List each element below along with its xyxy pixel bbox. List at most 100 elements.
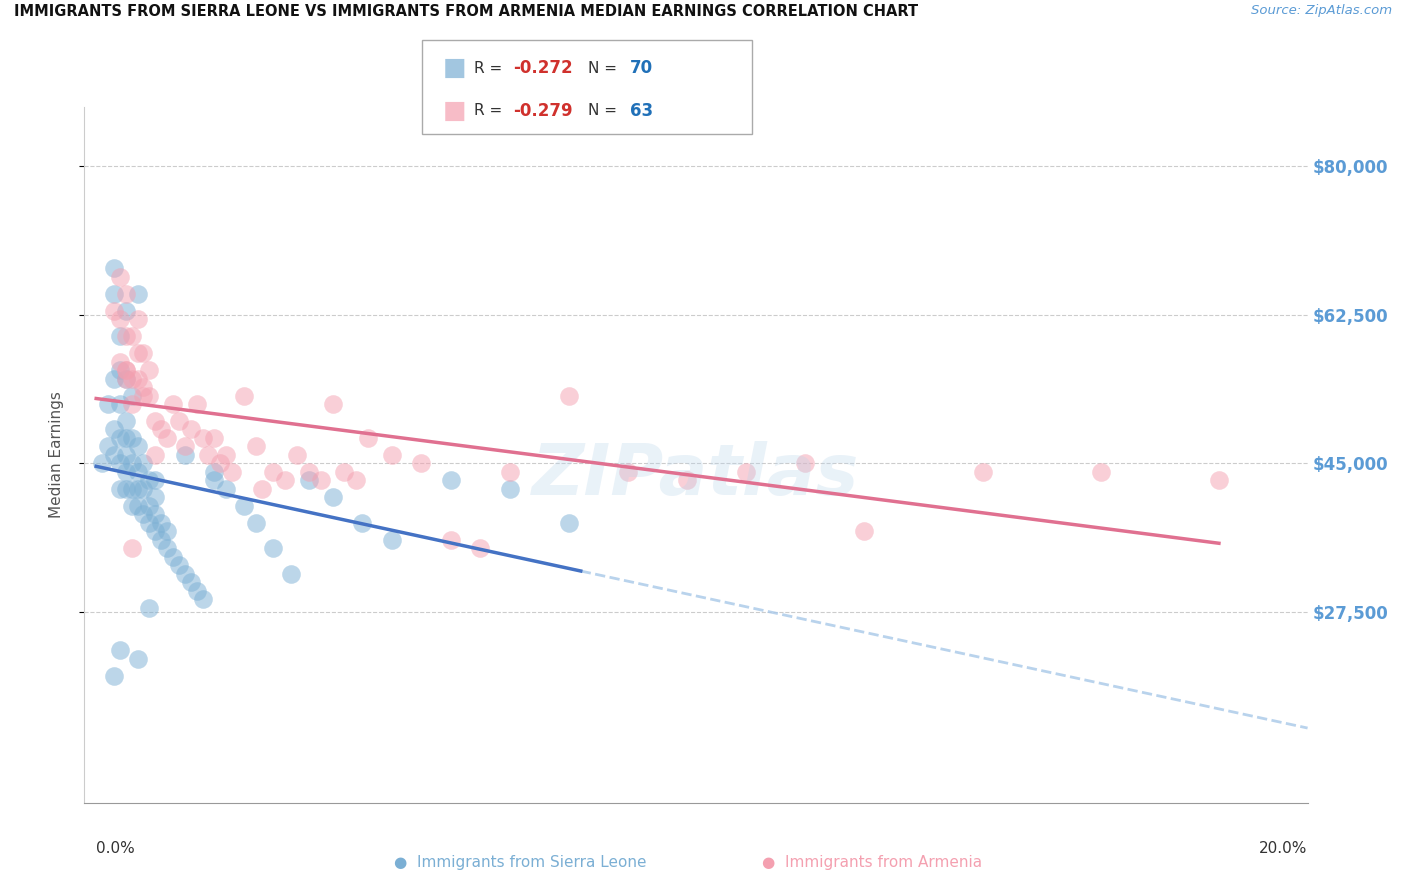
Point [735, 465, 758, 479]
Point [114, 465, 136, 479]
Point [186, 583, 208, 598]
Point [322, 397, 344, 411]
Point [173, 439, 195, 453]
Point [127, 371, 149, 385]
Text: IMMIGRANTS FROM SIERRA LEONE VS IMMIGRANTS FROM ARMENIA MEDIAN EARNINGS CORRELAT: IMMIGRANTS FROM SIERRA LEONE VS IMMIGRAN… [14, 4, 918, 20]
Point [186, 397, 208, 411]
Point [1090, 465, 1112, 479]
Point [138, 363, 160, 377]
Point [91, 457, 114, 471]
Point [156, 541, 179, 556]
Point [114, 371, 136, 385]
Point [108, 312, 131, 326]
Point [103, 371, 125, 385]
Point [262, 541, 284, 556]
Point [127, 439, 149, 453]
Text: 63: 63 [630, 102, 652, 120]
Point [245, 516, 267, 530]
Point [558, 388, 581, 402]
Point [617, 465, 640, 479]
Point [97, 439, 120, 453]
Text: R =: R = [474, 61, 508, 76]
Point [121, 397, 143, 411]
Point [173, 566, 195, 581]
Point [191, 431, 214, 445]
Point [202, 431, 225, 445]
Point [215, 448, 238, 462]
Point [274, 474, 297, 488]
Point [127, 651, 149, 665]
Point [470, 541, 492, 556]
Point [132, 346, 155, 360]
Point [167, 558, 190, 573]
Point [127, 346, 149, 360]
Text: ●  Immigrants from Sierra Leone: ● Immigrants from Sierra Leone [394, 855, 647, 870]
Point [121, 388, 143, 402]
Text: 20.0%: 20.0% [1260, 841, 1308, 856]
Point [103, 303, 125, 318]
Point [132, 508, 155, 522]
Point [357, 431, 380, 445]
Point [127, 499, 149, 513]
Point [298, 474, 321, 488]
Point [121, 329, 143, 343]
Point [138, 388, 160, 402]
Point [127, 482, 149, 496]
Point [285, 448, 308, 462]
Point [972, 465, 994, 479]
Point [143, 474, 166, 488]
Point [114, 329, 136, 343]
Text: N =: N = [588, 61, 621, 76]
Point [108, 329, 131, 343]
Point [114, 448, 136, 462]
Point [298, 465, 321, 479]
Point [156, 524, 179, 539]
Point [162, 549, 184, 564]
Point [127, 312, 149, 326]
Point [103, 448, 125, 462]
Point [127, 465, 149, 479]
Point [138, 516, 160, 530]
Point [121, 457, 143, 471]
Text: -0.279: -0.279 [513, 102, 572, 120]
Point [191, 592, 214, 607]
Y-axis label: Median Earnings: Median Earnings [49, 392, 63, 518]
Point [232, 388, 254, 402]
Point [103, 422, 125, 436]
Point [114, 431, 136, 445]
Point [202, 465, 225, 479]
Point [108, 397, 131, 411]
Point [262, 465, 284, 479]
Text: ZIPatlas: ZIPatlas [533, 442, 859, 510]
Point [121, 499, 143, 513]
Point [499, 482, 522, 496]
Point [108, 354, 131, 368]
Point [156, 431, 179, 445]
Point [127, 286, 149, 301]
Point [143, 448, 166, 462]
Text: Source: ZipAtlas.com: Source: ZipAtlas.com [1251, 4, 1392, 18]
Point [103, 668, 125, 682]
Point [221, 465, 243, 479]
Point [108, 457, 131, 471]
Point [333, 465, 356, 479]
Point [132, 457, 155, 471]
Point [108, 482, 131, 496]
Point [138, 600, 160, 615]
Point [150, 516, 173, 530]
Point [352, 516, 374, 530]
Text: 0.0%: 0.0% [96, 841, 135, 856]
Point [215, 482, 238, 496]
Point [132, 380, 155, 394]
Point [114, 286, 136, 301]
Point [114, 371, 136, 385]
Text: N =: N = [588, 103, 621, 119]
Point [440, 474, 463, 488]
Point [180, 422, 202, 436]
Point [209, 457, 232, 471]
Point [103, 286, 125, 301]
Point [121, 541, 143, 556]
Point [280, 566, 302, 581]
Point [132, 388, 155, 402]
Point [232, 499, 254, 513]
